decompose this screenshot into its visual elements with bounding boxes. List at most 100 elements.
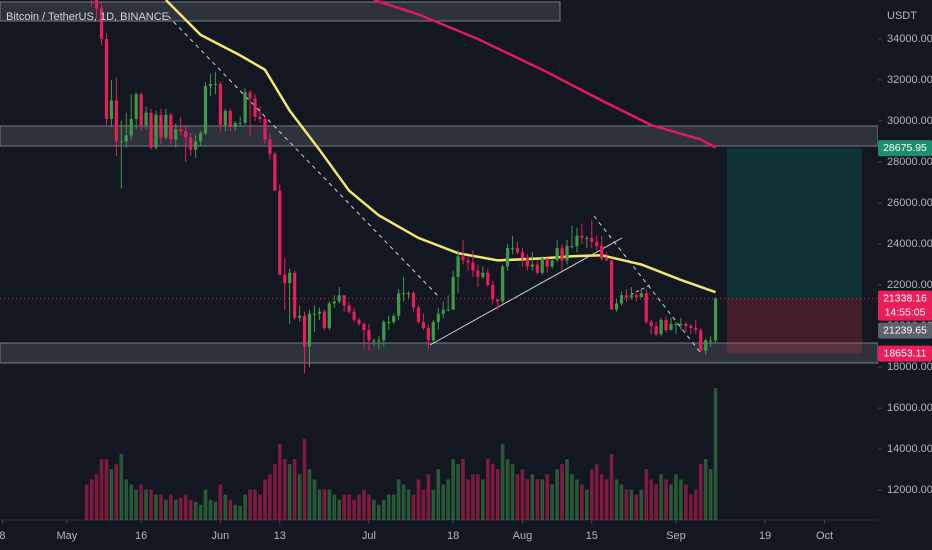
volume-bar — [287, 464, 292, 520]
volume-bar — [594, 464, 599, 520]
volume-bar — [426, 474, 431, 520]
volume-bar — [525, 479, 530, 520]
candle-body — [461, 256, 465, 261]
candle-body — [342, 295, 346, 306]
volume-bar — [228, 499, 233, 520]
candle-body — [699, 330, 703, 351]
volume-bar — [297, 474, 302, 520]
candle-body — [466, 260, 470, 263]
candle-body — [585, 237, 589, 239]
volume-bar — [159, 494, 163, 520]
candle-body — [362, 323, 366, 331]
candle-body — [367, 330, 371, 341]
candle-body — [327, 303, 331, 329]
volume-bar — [639, 489, 644, 520]
volume-bar — [599, 474, 604, 520]
volume-bar — [347, 494, 351, 520]
candle-body — [357, 319, 361, 324]
volume-bar — [624, 489, 629, 520]
candle-body — [337, 295, 341, 302]
candle-body — [580, 235, 584, 238]
candle-body — [600, 246, 604, 259]
candle-body — [94, 0, 99, 9]
volume-bar — [277, 443, 282, 520]
candle-body — [644, 293, 648, 322]
volume-bar — [481, 479, 485, 520]
candle-body — [268, 139, 272, 154]
candle-body — [104, 38, 109, 119]
candle-body — [288, 272, 292, 283]
volume-bar — [495, 469, 500, 520]
volume-bar — [644, 469, 649, 520]
volume-bar — [263, 479, 267, 520]
candle-body — [203, 86, 208, 134]
candle-body — [258, 116, 262, 119]
volume-bar — [292, 459, 297, 520]
candle-body — [134, 94, 138, 119]
volume-bar — [178, 497, 183, 520]
candle-body — [174, 129, 178, 140]
candle-body — [273, 153, 277, 191]
candle-body — [575, 235, 579, 247]
candle-body — [164, 114, 168, 138]
volume-bar — [698, 464, 703, 520]
candle-body — [426, 328, 430, 341]
candle-body — [674, 323, 678, 325]
candle-body — [238, 123, 242, 125]
candle-body — [124, 135, 128, 142]
candle-body — [441, 309, 445, 314]
candle-body — [456, 256, 460, 277]
volume-bar — [604, 479, 609, 520]
volume-bar — [342, 494, 346, 520]
candle-body — [595, 241, 599, 247]
volume-bar — [149, 489, 153, 520]
price-tag-label: 28675.95 — [883, 142, 927, 154]
volume-bar — [570, 474, 574, 520]
y-tick-label: 26000.00 — [887, 197, 932, 209]
candle-body — [243, 92, 247, 124]
candle-body — [634, 295, 638, 298]
candle-body — [253, 98, 257, 117]
price-tag-label: 18653.11 — [883, 347, 926, 359]
volume-bar — [466, 479, 470, 520]
volume-bar — [198, 504, 203, 520]
volume-bar — [545, 474, 550, 520]
volume-bar — [317, 489, 322, 520]
volume-bar — [629, 489, 634, 520]
y-tick-label: 16000.00 — [887, 402, 932, 414]
x-tick-label: 13 — [274, 530, 286, 542]
candle-body — [659, 319, 663, 335]
volume-bar — [436, 469, 441, 520]
volume-bar — [679, 479, 683, 520]
volume-bar — [614, 479, 619, 520]
profit-zone — [727, 148, 862, 299]
candle-body — [179, 129, 183, 132]
volume-bar — [580, 484, 584, 520]
volume-bar — [258, 494, 262, 520]
candle-body — [555, 248, 559, 261]
volume-bar — [693, 489, 698, 520]
volume-bar — [619, 484, 624, 520]
candle-body — [515, 248, 520, 253]
candle-body — [446, 309, 450, 311]
x-tick-label: May — [56, 530, 77, 542]
candle-body — [436, 313, 440, 322]
candle-body — [169, 114, 173, 140]
candle-body — [629, 295, 633, 298]
volume-bar — [327, 489, 332, 520]
volume-bar — [634, 494, 639, 520]
candle-body — [664, 319, 668, 331]
volume-bar — [684, 484, 688, 520]
candle-body — [565, 246, 569, 261]
candle-body — [679, 323, 683, 325]
y-tick-label: 30000.00 — [887, 115, 932, 127]
candle-body — [189, 137, 193, 150]
candle-body — [649, 321, 653, 327]
volume-bar — [352, 499, 356, 520]
price-tag — [878, 290, 932, 321]
candle-body — [297, 315, 302, 318]
volume-bar — [357, 494, 361, 520]
volume-bar — [451, 459, 455, 520]
